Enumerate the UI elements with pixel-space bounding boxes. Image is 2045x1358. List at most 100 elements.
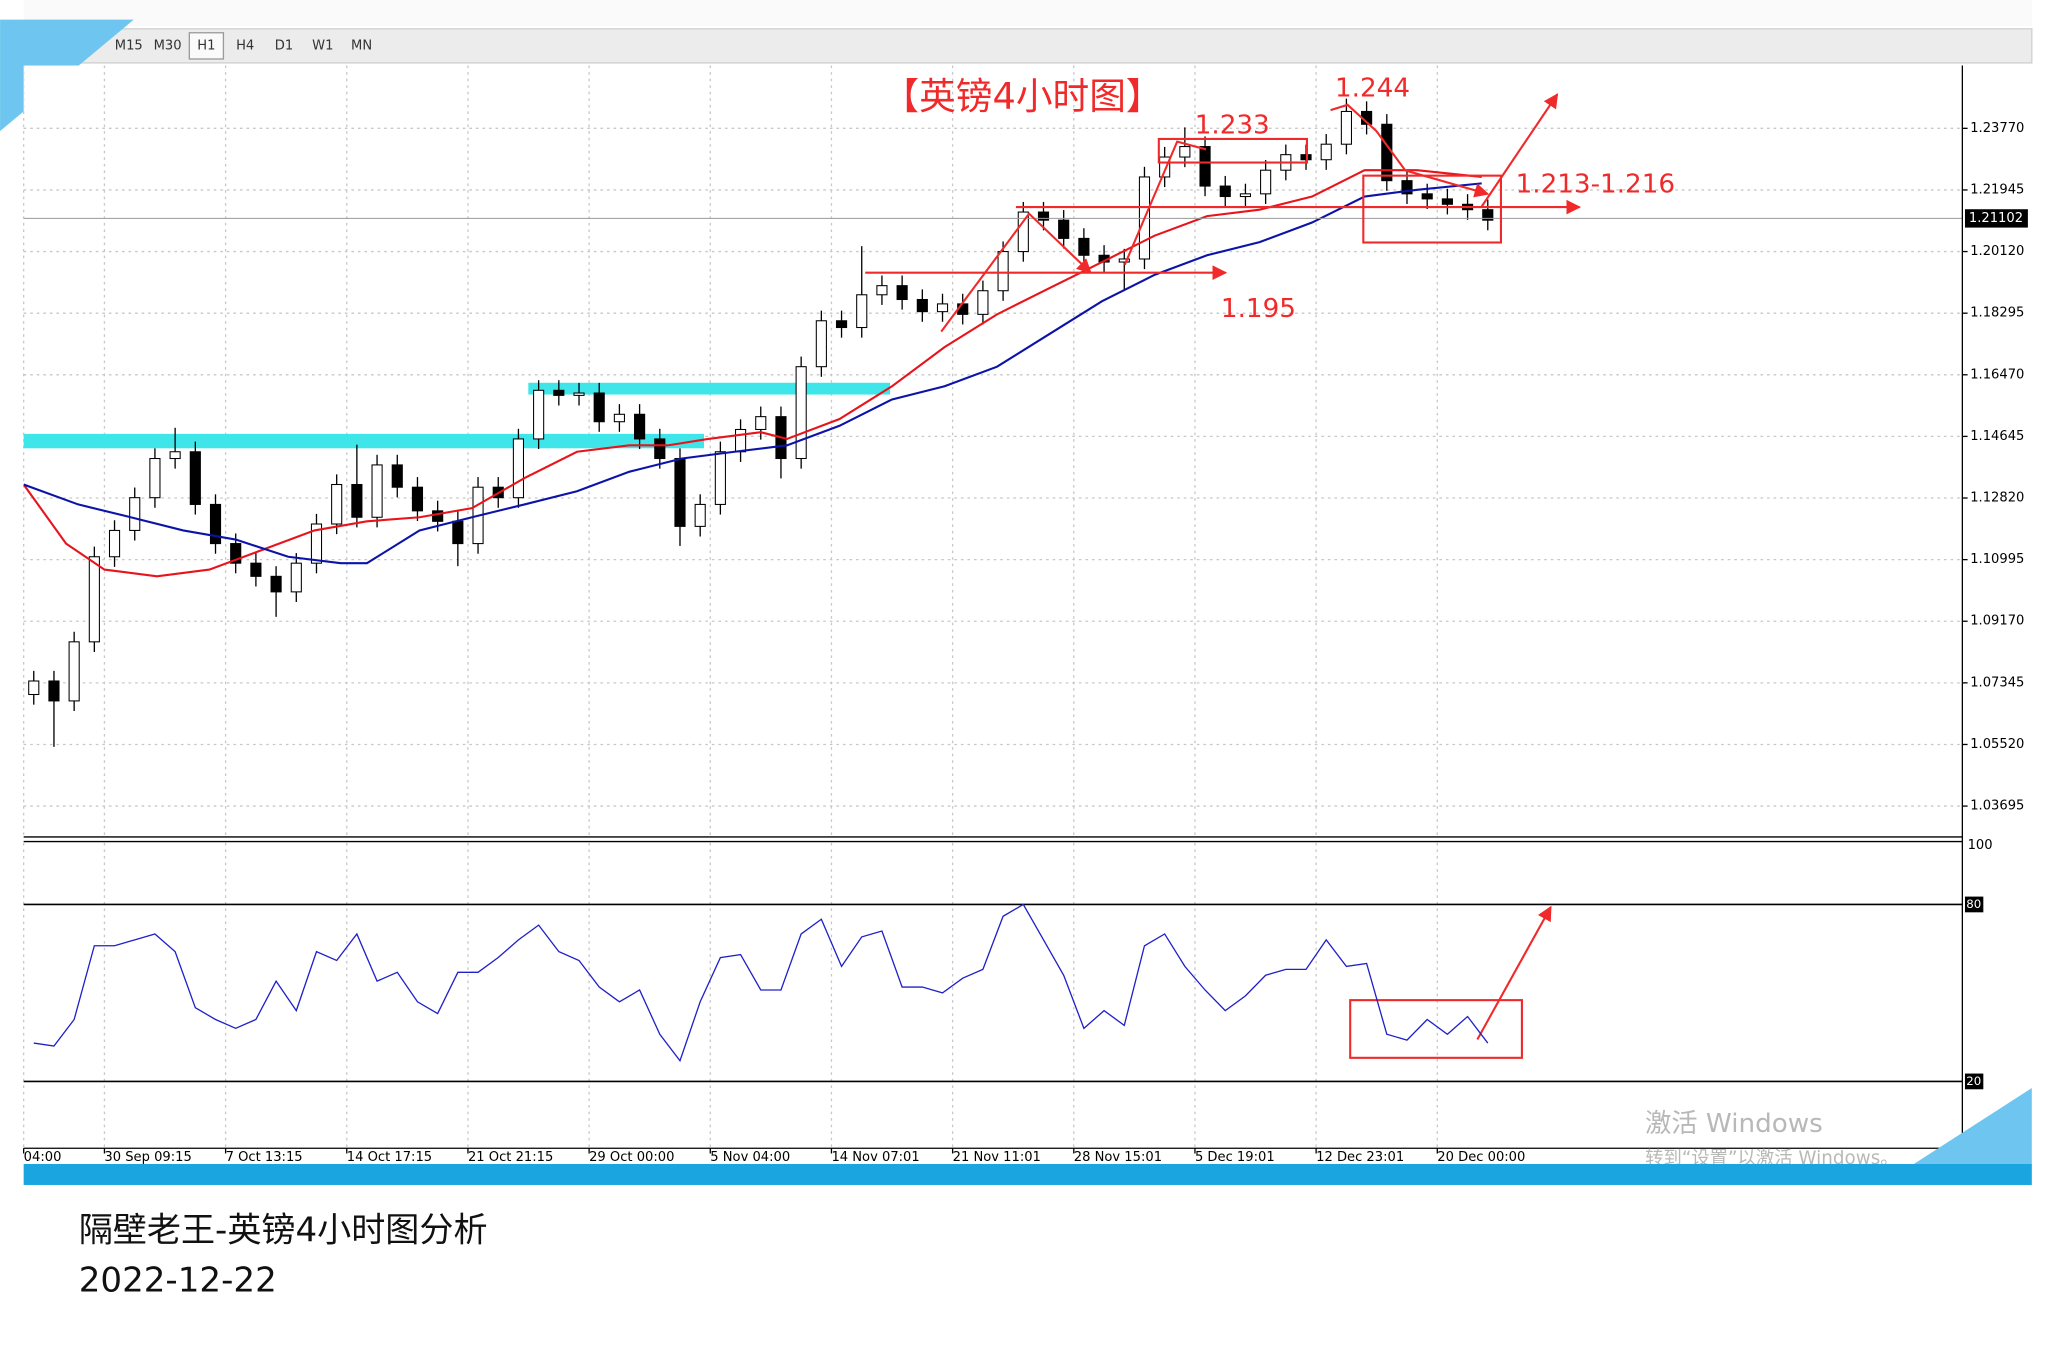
candle-body <box>735 428 747 453</box>
y-tick-label: 1.14645 <box>1970 429 2024 444</box>
annotations: 【英镑4小时图】 1.233 1.244 1.213-1.216 1.195 <box>882 74 1675 324</box>
level-label: 20 <box>1966 1074 1981 1088</box>
candle-body <box>1037 211 1050 221</box>
candle-body <box>533 389 545 440</box>
candle-body <box>835 320 848 329</box>
y-tick-label: 1.16470 <box>1970 367 2024 382</box>
candle-body <box>1219 185 1231 198</box>
candle-body <box>250 562 262 577</box>
grid <box>23 65 1963 1149</box>
last-price-box <box>1964 209 2028 228</box>
y-tick-label: 1.18295 <box>1970 306 2024 321</box>
timeframe-label[interactable]: M30 <box>154 38 182 53</box>
y-tick-label: 1.20120 <box>1970 244 2024 259</box>
candle-body <box>1058 219 1070 239</box>
candle-body <box>1260 169 1272 195</box>
price-annotation: 1.213-1.216 <box>1516 169 1675 199</box>
y-tick-label: 1.23770 <box>1970 121 2024 136</box>
candle-body <box>553 389 565 396</box>
timeframe-button[interactable] <box>111 32 146 59</box>
candle-body <box>310 523 323 564</box>
price-annotation: 1.244 <box>1335 74 1410 104</box>
candle-body <box>1179 146 1191 158</box>
x-tick-label: 12 Dec 23:01 <box>1316 1150 1404 1165</box>
candle-body <box>351 483 363 518</box>
x-tick-label: 04:00 <box>24 1150 62 1165</box>
x-tick-label: 5 Dec 19:01 <box>1195 1150 1275 1165</box>
resistance-zone <box>528 382 891 395</box>
candle-body <box>28 680 40 696</box>
candle-body <box>654 438 666 460</box>
candle-body <box>1239 193 1252 198</box>
candle-body <box>997 251 1009 292</box>
candle-body <box>613 413 625 423</box>
caption-date: 2022-12-22 <box>79 1260 277 1300</box>
candle-body <box>1017 211 1029 253</box>
timeframe-button[interactable] <box>228 32 263 59</box>
x-tick-label: 29 Oct 00:00 <box>589 1150 674 1165</box>
candle-body <box>512 438 525 499</box>
timeframe-button[interactable] <box>266 32 302 59</box>
candle-body <box>1199 146 1211 187</box>
x-tick-label: 7 Oct 13:15 <box>226 1150 303 1165</box>
price-annotation: 1.233 <box>1195 110 1270 140</box>
candle-body <box>977 290 989 315</box>
candle-body <box>270 575 282 593</box>
candle-body <box>1078 237 1090 256</box>
timeframe-button[interactable] <box>305 32 340 59</box>
candle-body <box>714 451 726 505</box>
timeframe-label[interactable]: W1 <box>312 38 333 53</box>
candle-body <box>1340 110 1352 145</box>
candle-body <box>48 680 60 702</box>
candle-body <box>815 320 827 368</box>
timeframe-label[interactable]: D1 <box>275 38 293 53</box>
candle-body <box>593 392 605 423</box>
timeframe-label[interactable]: MN <box>351 38 372 53</box>
box <box>1362 174 1502 244</box>
price-panel <box>23 98 1963 747</box>
arrow <box>1480 93 1559 208</box>
box <box>1349 999 1523 1059</box>
y-tick-label: 100 <box>1968 838 1993 853</box>
price-annotation: 1.195 <box>1221 294 1296 324</box>
y-tick-label: 1.07345 <box>1970 675 2024 690</box>
candle-body <box>896 285 908 301</box>
candle-body <box>916 298 928 313</box>
x-tick-label: 14 Nov 07:01 <box>831 1150 919 1165</box>
candle-body <box>1381 123 1393 182</box>
candle-body <box>189 451 201 505</box>
candle-body <box>149 457 161 499</box>
candle-body <box>856 294 868 329</box>
timeframe-label[interactable]: H4 <box>236 38 254 53</box>
y-tick-label: 1.10995 <box>1970 552 2024 567</box>
x-tick-label: 21 Oct 21:15 <box>468 1150 553 1165</box>
candle-body <box>876 285 888 296</box>
rsi-line <box>33 903 1489 1063</box>
timeframe-button[interactable] <box>150 32 185 59</box>
caption-title: 隔壁老王-英镑4小时图分析 <box>79 1211 488 1251</box>
candle-body <box>1401 180 1413 195</box>
candle-body <box>452 520 464 545</box>
timeframe-button[interactable] <box>188 32 225 60</box>
x-tick-label: 28 Nov 15:01 <box>1074 1150 1162 1165</box>
arrow <box>1330 103 1490 198</box>
y-tick-label: 1.09170 <box>1970 614 2024 629</box>
axes: 1.03695 1.05520 1.07345 1.09170 1.10995 1.128… <box>23 121 2028 1165</box>
watermark: 转到“设置”以激活 Windows。 <box>1645 1148 1898 1169</box>
arrow <box>1476 905 1552 1040</box>
timeframe-label[interactable]: M15 <box>115 38 143 53</box>
candle-body <box>1441 198 1453 205</box>
timeframe-label[interactable]: H1 <box>197 38 215 53</box>
candle-body <box>1159 156 1171 178</box>
candle-body <box>391 464 403 488</box>
timeframe-button[interactable] <box>344 32 379 59</box>
candle-body <box>371 464 383 518</box>
moving-average <box>23 169 1482 578</box>
x-tick-label: 5 Nov 04:00 <box>710 1150 790 1165</box>
candle-body <box>1421 193 1433 200</box>
candle-body <box>674 457 686 527</box>
support-zone <box>23 433 704 449</box>
candle-body <box>573 392 585 396</box>
